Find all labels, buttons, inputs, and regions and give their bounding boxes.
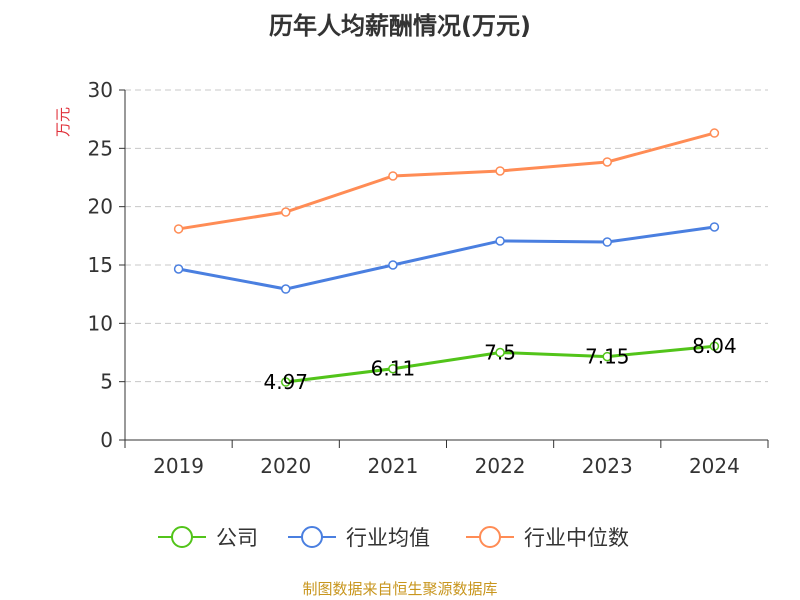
data-point [495,166,505,176]
y-tick-label: 5 [100,370,113,394]
data-point [495,347,505,358]
x-tick-label: 2021 [367,454,418,478]
y-tick-label: 25 [88,136,113,160]
legend-label: 行业中位数 [524,526,629,550]
data-label: 8.04 [692,334,737,358]
y-tick-label: 15 [88,253,113,277]
legend-marker [171,526,193,548]
legend-marker [301,526,323,548]
data-point [388,260,398,270]
data-point [388,363,398,374]
chart-title: 历年人均薪酬情况(万元) [269,12,531,40]
series-line-2 [178,131,715,231]
x-tick-label: 2024 [689,454,740,478]
data-point [281,377,291,387]
data-label: 7.5 [484,341,516,365]
y-tick-label: 0 [100,428,113,452]
data-point [602,237,612,247]
data-point [173,224,184,234]
series-line-1 [178,225,715,291]
y-tick-label: 30 [88,78,113,102]
data-point [388,171,398,181]
legend-label: 公司 [216,526,258,550]
data-point [709,128,720,138]
x-tick-label: 2019 [153,454,204,478]
y-tick-label: 20 [88,195,113,219]
x-tick-label: 2020 [260,454,311,478]
data-point [602,351,612,362]
data-point [495,236,505,246]
x-tick-label: 2022 [475,454,526,478]
data-point [709,341,720,351]
data-point [173,264,184,274]
y-tick-label: 10 [88,311,113,335]
data-label: 7.15 [585,345,630,369]
x-tick-label: 2023 [582,454,633,478]
data-point [281,284,291,294]
data-point [709,222,720,232]
data-point [602,157,612,167]
source-note: 制图数据来自恒生聚源数据库 [302,580,498,598]
data-label: 6.11 [371,357,416,381]
legend-label: 行业均值 [346,526,430,550]
data-point [281,207,291,217]
data-label: 4.97 [263,370,308,394]
legend-marker [479,526,501,548]
y-axis-label: 万元 [54,107,72,137]
